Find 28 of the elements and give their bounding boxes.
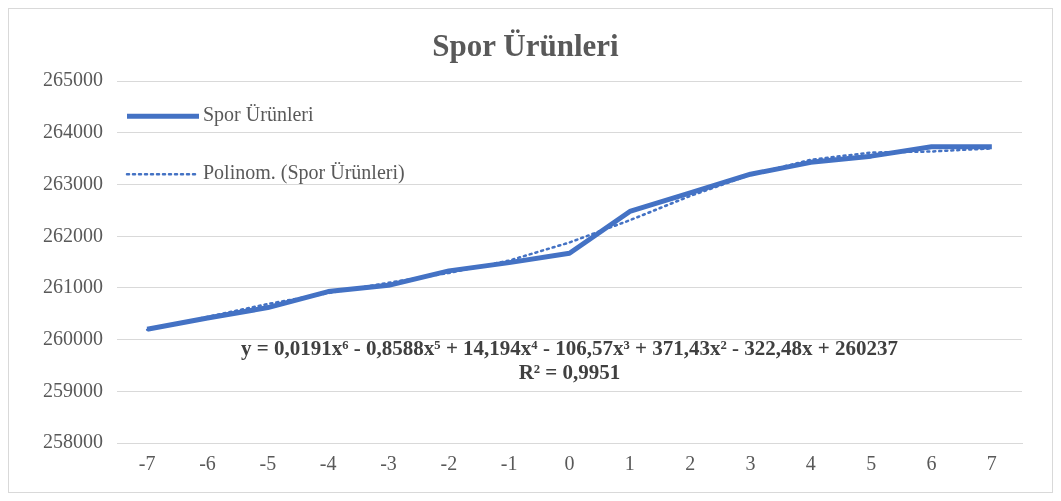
x-tick-label: 5 (866, 452, 877, 475)
x-tick-label: -7 (138, 452, 156, 475)
y-tick-label: 261000 (43, 275, 103, 298)
x-tick-label: -2 (440, 452, 458, 475)
x-tick-label: 0 (564, 452, 575, 475)
x-tick-label: 6 (926, 452, 937, 475)
x-tick-label: 2 (685, 452, 696, 475)
legend-label: Polinom. (Spor Ürünleri) (203, 161, 405, 185)
x-tick-label: 7 (986, 452, 997, 475)
y-tick-label: 263000 (43, 171, 103, 194)
annotation: y = 0,0191x⁶ - 0,8588x⁵ + 14,194x⁴ - 106,57x³ + 371,43x² - 322,48x + 260237 (241, 336, 898, 361)
x-tick-label: 3 (745, 452, 756, 475)
y-tick-label: 265000 (43, 68, 103, 91)
y-tick-label: 259000 (43, 378, 103, 401)
y-tick-label: 262000 (43, 223, 103, 246)
legend-label: Spor Ürünleri (203, 103, 314, 127)
x-tick-label: -5 (259, 452, 277, 475)
y-tick-label: 260000 (43, 326, 103, 349)
annotation: R² = 0,9951 (518, 360, 621, 385)
x-tick-label: 4 (805, 452, 816, 475)
x-tick-label: -3 (380, 452, 397, 475)
x-tick-label: 1 (624, 452, 635, 475)
chart-title: Spor Ürünleri (432, 27, 620, 63)
x-tick-label: -4 (319, 452, 337, 475)
y-tick-label: 258000 (43, 430, 103, 453)
x-tick-label: -6 (199, 452, 216, 475)
x-tick-label: -1 (500, 452, 518, 475)
y-tick-label: 264000 (43, 120, 103, 143)
